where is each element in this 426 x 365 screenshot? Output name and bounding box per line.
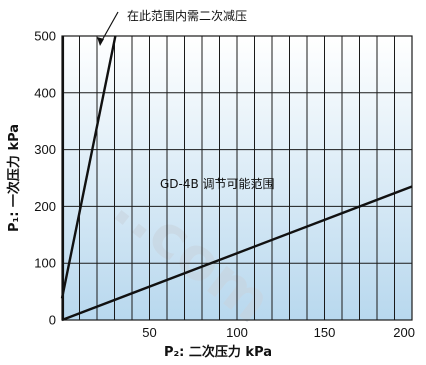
x-tick-label: 150 xyxy=(314,325,336,340)
series-group xyxy=(60,35,413,322)
series-line xyxy=(60,35,117,299)
y-axis-title: P₁: 一次压力 kPa xyxy=(6,124,22,232)
x-tick-label: 100 xyxy=(226,325,248,340)
grid xyxy=(61,35,413,321)
y-tick-label: 500 xyxy=(34,29,56,44)
x-tick-labels: 50 100 150 200 xyxy=(142,325,415,340)
annotation-pointer-arrow xyxy=(99,11,119,45)
x-tick-label: 50 xyxy=(142,325,156,340)
y-tick-label: 400 xyxy=(34,85,56,100)
y-tick-label: 0 xyxy=(49,313,56,328)
x-tick-label: 200 xyxy=(393,325,415,340)
annotation-top: 在此范围内需二次减压 xyxy=(127,9,247,23)
x-axis-title: P₂: 二次压力 kPa xyxy=(164,344,272,360)
arrowhead-icon xyxy=(97,37,104,46)
y-tick-label: 100 xyxy=(34,256,56,271)
y-tick-label: 200 xyxy=(34,199,56,214)
y-tick-labels: 0 100 200 300 400 500 xyxy=(34,29,56,328)
y-tick-label: 300 xyxy=(34,142,56,157)
series-line xyxy=(61,185,413,322)
annotation-region: GD-4B 调节可能范围 xyxy=(160,177,275,191)
